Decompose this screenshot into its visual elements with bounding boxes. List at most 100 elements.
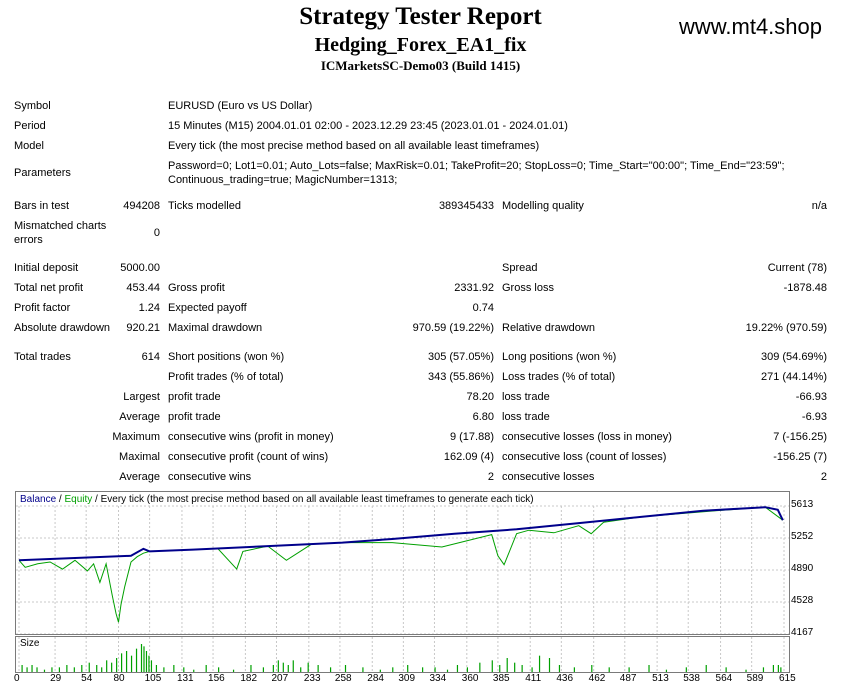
average-loss-label: loss trade xyxy=(502,411,550,423)
size-bar xyxy=(96,665,98,672)
short-label: Short positions (won %) xyxy=(168,351,285,363)
size-bar xyxy=(111,662,113,672)
average-profit-label: profit trade xyxy=(168,411,221,423)
x-tick-label: 182 xyxy=(240,673,258,684)
max-losses-value: 7 (-156.25) xyxy=(773,431,827,443)
max-dd-value: 970.59 (19.22%) xyxy=(412,322,494,334)
loss-trades-value: 271 (44.14%) xyxy=(760,371,827,383)
spread-value: Current (78) xyxy=(767,262,827,274)
x-tick-label: 0 xyxy=(14,673,20,684)
size-bar xyxy=(88,662,90,672)
size-bar xyxy=(232,669,235,672)
x-tick-label: 564 xyxy=(715,673,733,684)
expert-name: Hedging_Forex_EA1_fix xyxy=(314,34,527,56)
max-wins-label: consecutive wins (profit in money) xyxy=(168,431,334,443)
net-value: 453.44 xyxy=(126,282,160,294)
size-bar xyxy=(73,667,75,672)
size-bar xyxy=(145,651,148,672)
size-bar xyxy=(344,665,347,672)
ticks-value: 389345433 xyxy=(438,200,494,212)
symbol-value: EURUSD (Euro vs US Dollar) xyxy=(168,100,313,112)
max-wins-value: 9 (17.88) xyxy=(449,431,494,443)
avg-losses-label: consecutive losses xyxy=(502,471,595,483)
size-bar xyxy=(287,665,289,672)
x-tick-label: 29 xyxy=(50,673,62,684)
y-tick-label: 5613 xyxy=(791,499,814,510)
y-tick-label: 4890 xyxy=(791,563,814,574)
size-bar xyxy=(21,665,23,672)
quality-label: Modelling quality xyxy=(502,200,584,212)
pf-label: Profit factor xyxy=(14,302,71,314)
server-build: ICMarketsSC-Demo03 (Build 1415) xyxy=(320,58,521,73)
x-tick-label: 233 xyxy=(303,673,321,684)
payoff-label: Expected payoff xyxy=(168,302,247,314)
x-tick-label: 105 xyxy=(144,673,162,684)
avg-wins-value: 2 xyxy=(487,471,494,483)
size-bar xyxy=(725,667,727,672)
size-bar xyxy=(772,665,775,672)
x-tick-label: 54 xyxy=(81,673,93,684)
legend-equity: Equity xyxy=(64,494,93,505)
size-bar xyxy=(43,669,46,672)
size-legend: Size xyxy=(20,638,40,649)
period-label: Period xyxy=(14,120,46,132)
average-label: Average xyxy=(119,411,160,423)
size-bar xyxy=(317,665,319,672)
largest-profit-label: profit trade xyxy=(168,391,221,403)
size-bar xyxy=(106,660,108,672)
size-bar xyxy=(140,644,143,672)
size-bar xyxy=(130,655,133,672)
avg-losses-value: 2 xyxy=(820,471,827,483)
parameters-label: Parameters xyxy=(14,167,71,179)
size-bar xyxy=(183,667,185,672)
size-bar xyxy=(135,648,138,672)
balance-line xyxy=(18,506,784,562)
x-tick-label: 156 xyxy=(208,673,225,684)
average-loss-value: -6.93 xyxy=(801,411,827,423)
maximal-profit-value: 162.09 (4) xyxy=(443,451,494,463)
size-bar xyxy=(26,667,28,672)
balance-chart: Balance / Equity / Every tick (the most … xyxy=(15,491,790,635)
size-bar xyxy=(665,669,668,672)
size-bar xyxy=(148,655,150,672)
maximal-loss-value: -156.25 (7) xyxy=(773,451,827,463)
size-bar xyxy=(272,665,274,672)
avg-wins-label: consecutive wins xyxy=(168,471,252,483)
size-bar xyxy=(558,665,561,672)
size-chart: Size xyxy=(15,636,790,673)
size-bar xyxy=(143,646,145,672)
x-tick-label: 589 xyxy=(746,673,764,684)
x-tick-label: 487 xyxy=(619,673,637,684)
x-tick-label: 436 xyxy=(556,673,574,684)
size-bar xyxy=(125,651,128,672)
size-bar xyxy=(101,667,103,672)
size-bar xyxy=(456,665,459,672)
size-bar xyxy=(407,665,409,672)
size-bar xyxy=(538,655,541,672)
size-bar xyxy=(282,662,284,672)
size-bar xyxy=(116,658,118,672)
profit-trades-label: Profit trades (% of total) xyxy=(168,371,284,383)
size-bar xyxy=(51,667,53,672)
short-value: 305 (57.05%) xyxy=(427,351,494,363)
largest-loss-label: loss trade xyxy=(502,391,550,403)
size-bar xyxy=(277,660,279,672)
size-bar xyxy=(434,667,436,672)
size-bar xyxy=(292,660,294,672)
parameters-line-1: Password=0; Lot1=0.01; Auto_Lots=false; … xyxy=(168,160,785,172)
size-bar xyxy=(685,667,687,672)
rel-dd-label: Relative drawdown xyxy=(502,322,595,334)
size-bar xyxy=(262,667,265,672)
size-bar xyxy=(446,669,449,672)
x-tick-label: 80 xyxy=(113,673,125,684)
x-tick-label: 513 xyxy=(652,673,669,684)
symbol-label: Symbol xyxy=(14,100,51,112)
size-bar xyxy=(150,660,153,672)
size-bar xyxy=(163,667,165,672)
size-bar xyxy=(81,665,83,672)
size-bar xyxy=(479,662,481,672)
parameters-line-2: Continuous_trading=true; MagicNumber=131… xyxy=(168,174,398,186)
size-bar xyxy=(514,662,516,672)
trades-label: Total trades xyxy=(14,351,71,363)
size-bar xyxy=(608,667,610,672)
